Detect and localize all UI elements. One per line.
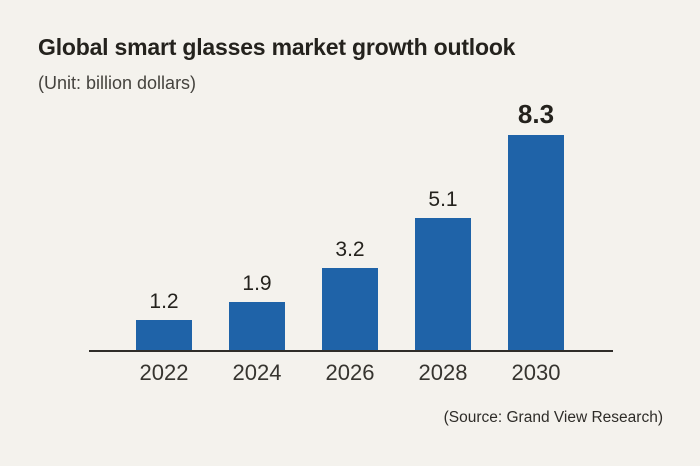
- bar-group: 1.9: [211, 273, 304, 351]
- bar-group: 5.1: [397, 189, 490, 351]
- bar: [508, 135, 564, 351]
- x-axis-tick-label: 2024: [232, 360, 282, 385]
- bar-value-label: 1.2: [149, 289, 179, 313]
- x-axis-tick-label: 2030: [511, 360, 561, 385]
- chart-title: Global smart glasses market growth outlo…: [38, 34, 516, 60]
- bar-value-label: 3.2: [335, 237, 365, 261]
- bar-group: 8.3: [490, 101, 583, 351]
- chart-unit-label: (Unit: billion dollars): [38, 73, 197, 93]
- x-axis-tick-label: 2026: [325, 360, 375, 385]
- bar: [229, 301, 285, 351]
- bar: [415, 218, 471, 351]
- x-axis-tick-label: 2022: [139, 360, 189, 385]
- bar-group: 1.2: [118, 291, 211, 351]
- bar-group: 3.2: [304, 239, 397, 351]
- bar: [136, 319, 192, 351]
- bar-value-label: 5.1: [428, 188, 458, 212]
- bar: [322, 267, 378, 351]
- x-axis-line: [89, 350, 613, 352]
- x-axis-tick-label: 2028: [418, 360, 468, 385]
- source-credit: (Source: Grand View Research): [443, 409, 663, 426]
- bar-value-label: 1.9: [242, 271, 272, 295]
- bar-value-label: 8.3: [517, 99, 555, 130]
